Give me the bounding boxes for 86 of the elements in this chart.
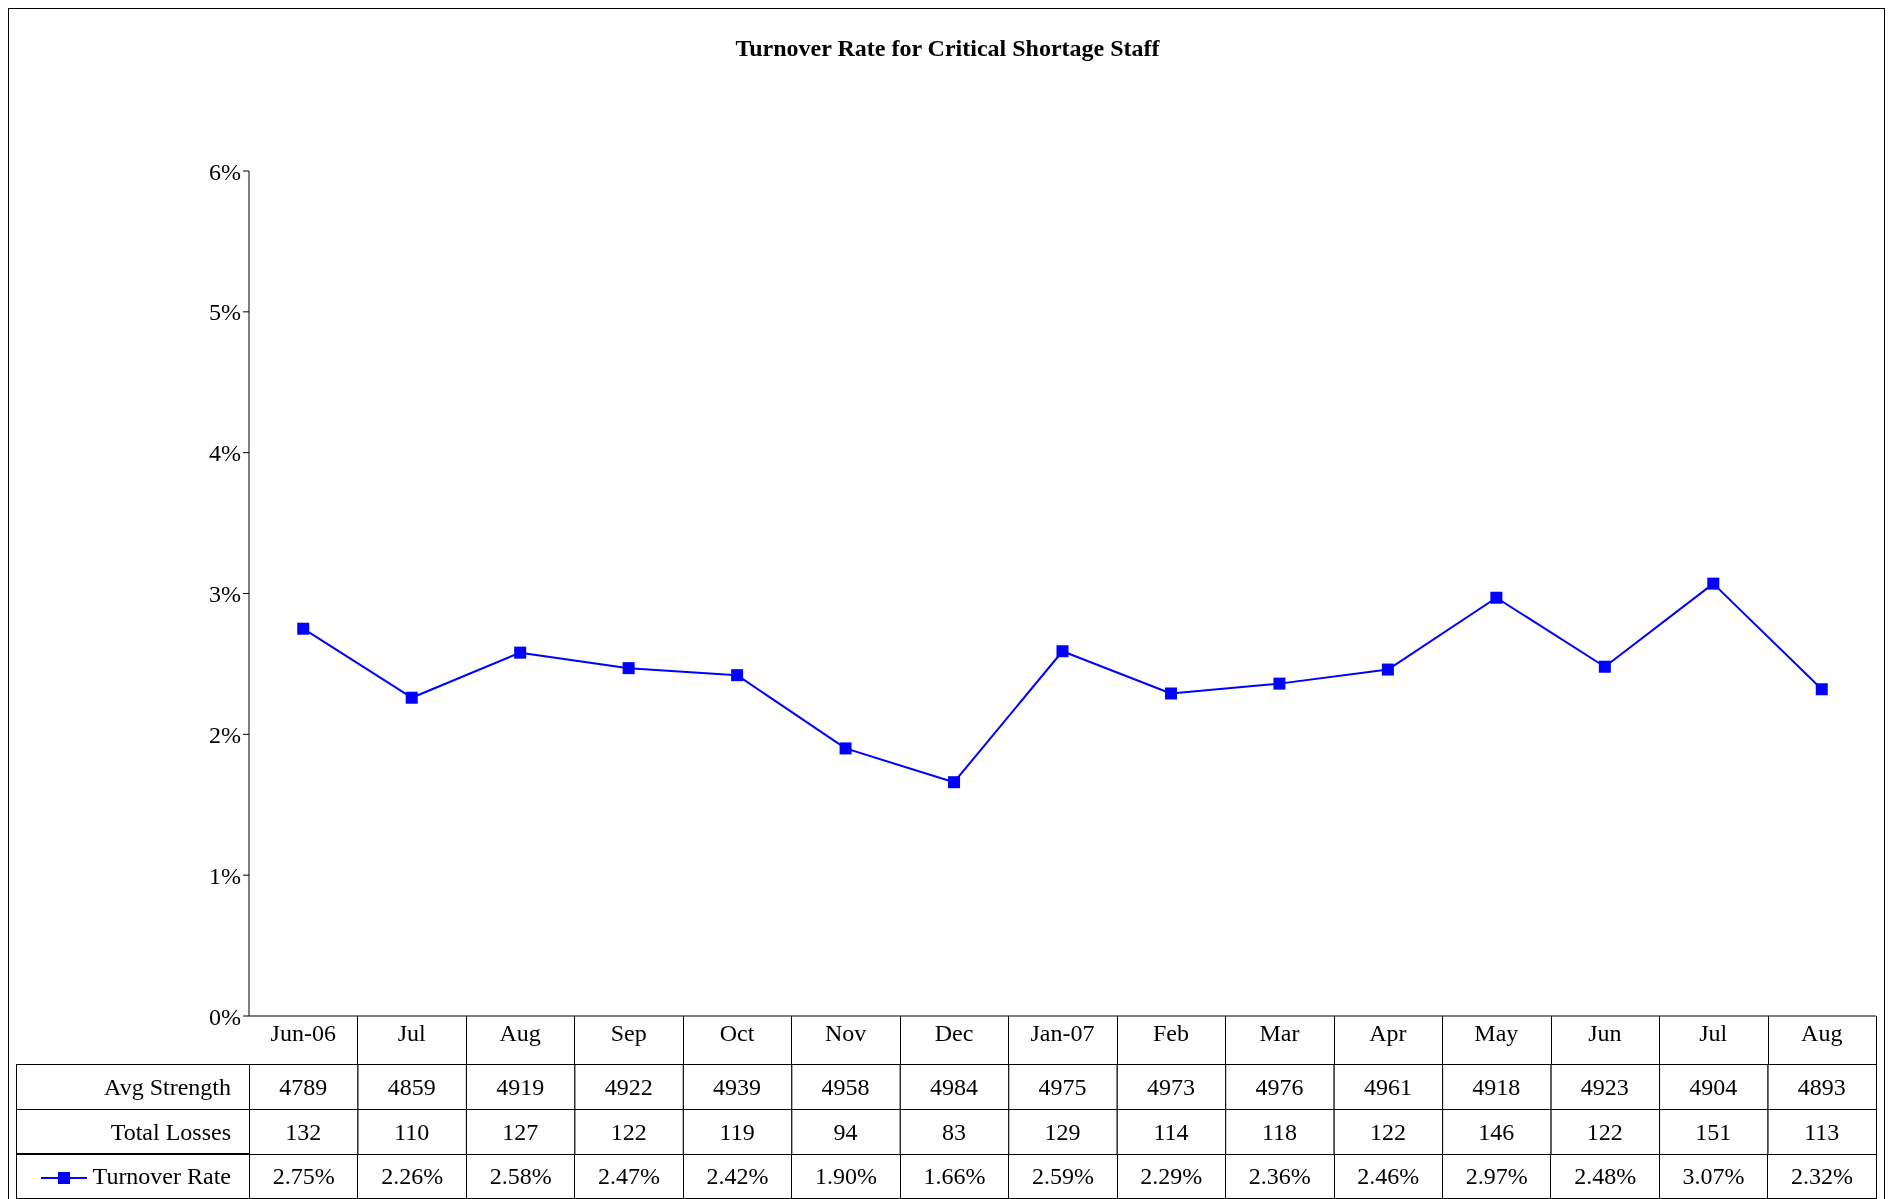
x-tick-label: Sep	[610, 1020, 647, 1047]
x-tick-label: Feb	[1152, 1020, 1189, 1047]
x-tick-label: Nov	[824, 1020, 867, 1047]
point	[514, 646, 527, 659]
y-tick-label: 0%	[209, 1003, 241, 1030]
point	[1707, 577, 1720, 590]
point	[839, 742, 852, 755]
data-label: 4789	[279, 1073, 328, 1100]
point	[1056, 645, 1069, 658]
point	[1598, 660, 1611, 673]
data-label: 4919	[496, 1073, 545, 1100]
data-label: 118	[1261, 1118, 1297, 1145]
data-label: 4958	[821, 1073, 870, 1100]
x-tick-label: Mar	[1259, 1020, 1300, 1047]
data-label: 4939	[713, 1073, 762, 1100]
x-tick-label: May	[1474, 1020, 1519, 1047]
data-label: 94	[833, 1118, 858, 1145]
data-label: 114	[1153, 1118, 1189, 1145]
data-label: 146	[1478, 1118, 1515, 1145]
point	[1164, 687, 1177, 700]
data-label: 2.58%	[466, 1153, 575, 1199]
data-label: 2.97%	[1442, 1153, 1551, 1199]
data-label: 2.32%	[1767, 1153, 1877, 1199]
y-tick-label: 5%	[209, 299, 241, 326]
y-tick-label: 3%	[209, 581, 241, 608]
point	[1490, 591, 1503, 604]
data-label: 2.36%	[1225, 1153, 1335, 1199]
x-tick-label: Jun-06	[270, 1020, 336, 1047]
data-label: 4976	[1255, 1073, 1304, 1100]
data-label: 4973	[1146, 1073, 1195, 1100]
data-label: 122	[1369, 1118, 1406, 1145]
x-tick-label: Aug	[499, 1020, 541, 1047]
data-label: 4893	[1797, 1073, 1846, 1100]
data-label: 2.75%	[249, 1153, 358, 1199]
data-label: 2.59%	[1008, 1153, 1118, 1199]
data-label: 4904	[1689, 1073, 1738, 1100]
data-label: 2.26%	[357, 1153, 467, 1199]
y-tick-label: Total Losses	[110, 1118, 231, 1145]
data-label: 110	[394, 1118, 430, 1145]
data-label: 4975	[1038, 1073, 1087, 1100]
data-label: 3.07%	[1659, 1153, 1768, 1199]
data-label: 4923	[1580, 1073, 1629, 1100]
data-label: 132	[285, 1118, 322, 1145]
x-tick-label: Jan-07	[1030, 1020, 1095, 1047]
y-tick-label: 6%	[209, 158, 241, 185]
y-tick-label: 2%	[209, 721, 241, 748]
data-label: 83	[942, 1118, 967, 1145]
data-label: 1.66%	[900, 1153, 1009, 1199]
data-label: 2.48%	[1550, 1153, 1660, 1199]
data-label: 129	[1044, 1118, 1081, 1145]
point	[297, 622, 310, 635]
x-tick-label: Oct	[719, 1020, 755, 1047]
point	[1273, 677, 1286, 690]
data-label: 2.29%	[1117, 1153, 1226, 1199]
point	[405, 691, 418, 704]
data-label: 4984	[930, 1073, 979, 1100]
x-tick-label: Jun	[1588, 1020, 1622, 1047]
data-label: 2.47%	[574, 1153, 684, 1199]
point	[948, 776, 961, 789]
y-tick-label: 1%	[209, 862, 241, 889]
data-label: 4918	[1472, 1073, 1521, 1100]
data-label: 122	[610, 1118, 647, 1145]
y-tick-label: 4%	[209, 440, 241, 467]
data-label: 127	[502, 1118, 539, 1145]
chart-title: Turnover Rate for Critical Shortage Staff	[734, 35, 1161, 62]
point	[622, 662, 635, 675]
legend-label: Turnover Rate	[16, 1153, 250, 1199]
data-label: 119	[719, 1118, 755, 1145]
data-label: 1.90%	[791, 1153, 901, 1199]
data-label: 4922	[604, 1073, 653, 1100]
point	[1381, 663, 1394, 676]
data-label: 122	[1586, 1118, 1623, 1145]
x-tick-label: Jul	[1699, 1020, 1728, 1047]
x-tick-label: Dec	[934, 1020, 974, 1047]
data-label: 113	[1804, 1118, 1840, 1145]
data-label: 2.46%	[1334, 1153, 1443, 1199]
data-label: 2.42%	[683, 1153, 792, 1199]
x-tick-label: Jul	[397, 1020, 427, 1047]
data-label: 151	[1695, 1118, 1732, 1145]
x-tick-label: Aug	[1801, 1020, 1843, 1047]
y-tick-label: Avg Strength	[104, 1073, 231, 1100]
point	[731, 669, 744, 682]
point	[1815, 683, 1828, 696]
x-tick-label: Apr	[1369, 1020, 1407, 1047]
data-label: 4859	[387, 1073, 436, 1100]
data-label: 4961	[1363, 1073, 1412, 1100]
